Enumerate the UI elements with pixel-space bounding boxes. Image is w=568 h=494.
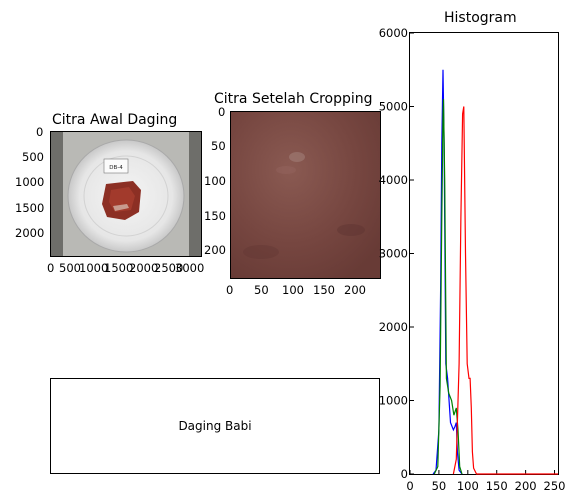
histogram-x-tick-label: 0 xyxy=(406,479,413,493)
original-image-y-tick: 1000 xyxy=(15,175,45,189)
original-image-y-tick: 500 xyxy=(22,150,44,164)
histogram-series-line xyxy=(452,106,558,475)
histogram-y-tick-label: 4000 xyxy=(379,173,408,187)
histogram-y-tick-label: 5000 xyxy=(379,100,408,114)
cropped-meat-image xyxy=(231,112,380,278)
cropped-image-y-tick: 150 xyxy=(204,209,226,223)
cropped-image-y-tick: 0 xyxy=(218,105,226,119)
histogram-x-tick-label: 100 xyxy=(457,479,479,493)
sample-tag-icon: DB-4 xyxy=(109,165,123,171)
cropped-image-y-tick: 100 xyxy=(204,174,226,188)
histogram-x-tick-label: 50 xyxy=(432,479,447,493)
original-image-y-tick: 1500 xyxy=(15,201,45,215)
original-meat-image: DB-4 xyxy=(51,132,201,256)
histogram-series-line xyxy=(432,69,463,475)
cropped-image-axes xyxy=(230,111,381,279)
cropped-image-x-tick: 50 xyxy=(254,283,269,297)
cropped-image-x-tick: 200 xyxy=(344,283,366,297)
original-image-x-tick: 1500 xyxy=(104,261,134,275)
original-image-x-tick: 0 xyxy=(47,261,55,275)
histogram-axes-frame xyxy=(409,32,559,475)
original-image-y-tick: 0 xyxy=(36,125,44,139)
histogram-y-tick-label: 1000 xyxy=(379,394,408,408)
cropped-image-x-tick: 100 xyxy=(282,283,304,297)
histogram-x-tick-label: 200 xyxy=(515,479,537,493)
cropped-image-y-tick: 50 xyxy=(211,139,226,153)
original-image-x-tick: 2500 xyxy=(154,261,184,275)
original-image-x-tick: 1000 xyxy=(79,261,109,275)
original-image-x-tick: 3000 xyxy=(175,261,205,275)
histogram-y-tick-label: 2000 xyxy=(379,320,408,334)
histogram-x-tick-label: 250 xyxy=(544,479,566,493)
classification-result-label: Daging Babi xyxy=(178,419,252,433)
cropped-image-x-tick: 150 xyxy=(313,283,335,297)
histogram-title: Histogram xyxy=(444,10,517,26)
cropped-image-title: Citra Setelah Cropping xyxy=(214,91,373,107)
original-image-title: Citra Awal Daging xyxy=(52,112,178,128)
histogram-y-tick-label: 3000 xyxy=(379,247,408,261)
original-image-y-tick: 2000 xyxy=(15,226,45,240)
cropped-image-x-tick: 0 xyxy=(226,283,234,297)
histogram-x-tick-label: 150 xyxy=(486,479,508,493)
classification-result-box: Daging Babi xyxy=(50,378,380,474)
histogram-y-tick-label: 0 xyxy=(401,467,408,481)
original-image-x-tick: 500 xyxy=(59,261,81,275)
cropped-image-y-tick: 200 xyxy=(204,243,226,257)
histogram-y-tick-label: 6000 xyxy=(379,26,408,40)
original-image-x-tick: 2000 xyxy=(129,261,159,275)
original-image-axes: DB-4 xyxy=(50,131,202,257)
histogram-series-line xyxy=(433,99,463,475)
